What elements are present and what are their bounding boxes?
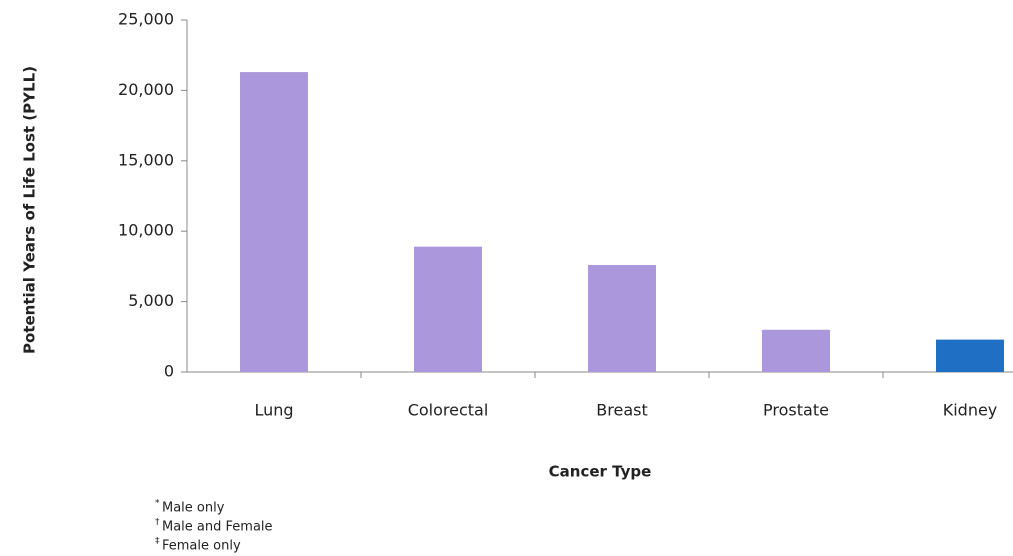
bar xyxy=(762,329,830,372)
y-tick-label: 20,000 xyxy=(118,80,174,99)
bar xyxy=(588,264,656,372)
bar xyxy=(240,72,308,372)
footnote-text: Male only xyxy=(162,501,225,516)
bar xyxy=(414,246,482,372)
x-tick-label: Kidney xyxy=(943,401,998,420)
bar xyxy=(936,339,1004,372)
y-axis-label: Potential Years of Life Lost (PYLL) xyxy=(21,66,39,354)
y-tick-label: 10,000 xyxy=(118,221,174,240)
footnote-text: Female only xyxy=(162,539,241,554)
footnote-text: Male and Female xyxy=(162,520,273,535)
x-tick-label: Breast xyxy=(596,401,647,420)
footnote-symbol: ‡ xyxy=(155,537,160,547)
x-tick-label: Prostate xyxy=(763,401,829,420)
x-axis-label: Cancer Type xyxy=(549,463,652,481)
footnote-symbol: † xyxy=(155,518,160,528)
x-tick-label: Colorectal xyxy=(408,401,489,420)
y-tick-label: 0 xyxy=(164,362,174,381)
y-tick-label: 25,000 xyxy=(118,10,174,29)
y-tick-label: 15,000 xyxy=(118,150,174,169)
footnote-symbol: * xyxy=(155,499,160,509)
x-tick-label: Lung xyxy=(254,401,293,420)
y-tick-label: 5,000 xyxy=(128,291,174,310)
